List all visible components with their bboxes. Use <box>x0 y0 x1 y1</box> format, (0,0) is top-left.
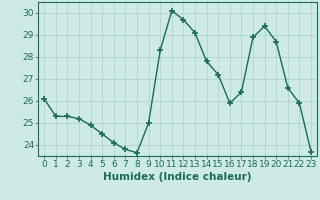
X-axis label: Humidex (Indice chaleur): Humidex (Indice chaleur) <box>103 172 252 182</box>
